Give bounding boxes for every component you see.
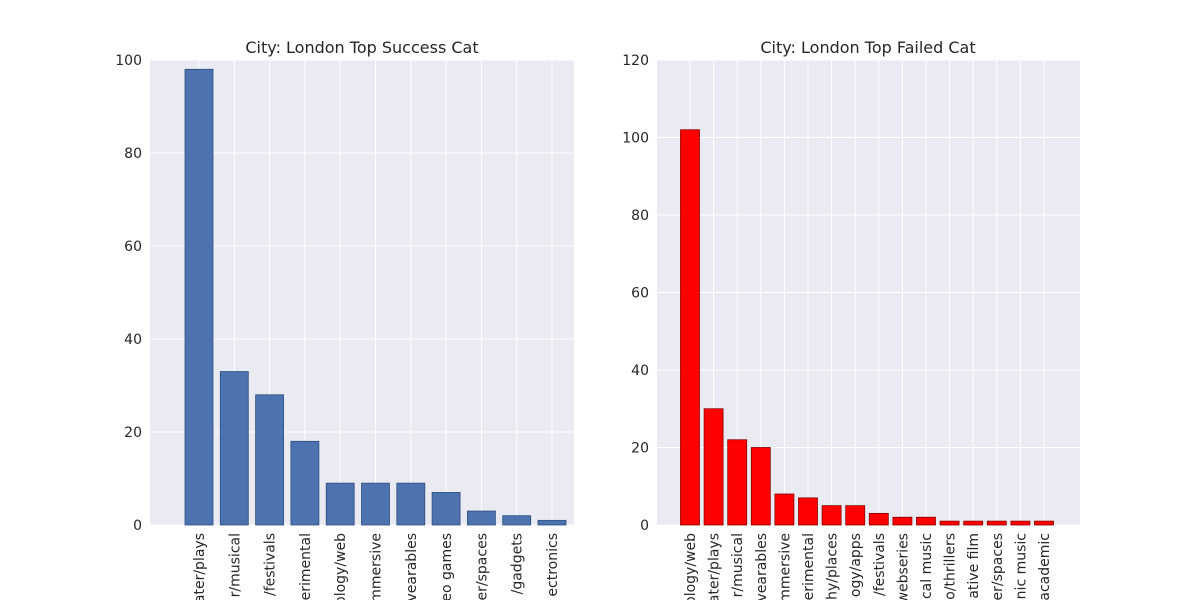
failed-y-tick-label: 0 bbox=[640, 518, 649, 534]
failed-x-tick-label: er/spaces bbox=[990, 533, 1006, 600]
success-bar bbox=[255, 394, 285, 526]
failed-bars bbox=[680, 129, 1054, 526]
failed-bar bbox=[986, 520, 1007, 526]
failed-y-tick-label: 100 bbox=[622, 131, 649, 147]
failed-bar bbox=[868, 512, 889, 526]
failed-x-tick-label: o/thrillers bbox=[943, 533, 959, 600]
success-y-tick-label: 20 bbox=[124, 425, 142, 441]
failed-y-tick-label: 60 bbox=[631, 286, 649, 302]
failed-bar bbox=[1010, 520, 1031, 526]
failed-x-tick-label: vearables bbox=[754, 533, 770, 600]
success-x-tick-label: er/spaces bbox=[474, 533, 490, 600]
success-bar bbox=[184, 68, 214, 526]
success-x-tick-label: erimental bbox=[298, 533, 314, 600]
success-y-tick-label: 100 bbox=[115, 53, 142, 69]
success-y-tick-label: 40 bbox=[124, 332, 142, 348]
failed-x-tick-label: erimental bbox=[801, 533, 817, 600]
success-x-tick-label: eo games bbox=[439, 533, 455, 600]
failed-bar bbox=[916, 516, 936, 526]
failed-bar bbox=[750, 447, 771, 526]
failed-x-tick-label: ology/web bbox=[683, 533, 699, 600]
success-x-tick-label: ology/web bbox=[333, 533, 349, 600]
failed-x-tick-label: webseries bbox=[895, 533, 911, 600]
failed-bar bbox=[774, 493, 795, 526]
failed-x-tick-label: hy/places bbox=[825, 533, 841, 600]
failed-bar bbox=[798, 497, 818, 526]
success-chart-title: City: London Top Success Cat bbox=[245, 38, 478, 57]
success-bar bbox=[219, 371, 249, 526]
success-x-tick-label: ectronics bbox=[545, 533, 561, 597]
failed-bar bbox=[963, 520, 984, 526]
failed-x-tick-label: ogy/apps bbox=[848, 533, 864, 597]
success-bar bbox=[396, 482, 426, 526]
failed-chart-title: City: London Top Failed Cat bbox=[760, 38, 975, 57]
success-bars bbox=[184, 68, 567, 526]
success-grid bbox=[150, 59, 574, 526]
failed-y-tick-label: 40 bbox=[631, 363, 649, 379]
failed-bar bbox=[821, 505, 842, 526]
failed-y-ticks: 0 20 40 60 80 100 120 bbox=[622, 53, 649, 534]
success-y-tick-label: 0 bbox=[133, 518, 142, 534]
success-chart: City: London Top Success Cat 0 20 40 60 80 10… bbox=[115, 38, 574, 600]
success-x-tick-label: /festivals bbox=[263, 533, 279, 596]
failed-y-tick-label: 20 bbox=[631, 441, 649, 457]
failed-bar bbox=[892, 516, 913, 526]
success-bar bbox=[466, 510, 496, 526]
success-bar bbox=[361, 482, 390, 526]
failed-bar bbox=[845, 505, 866, 526]
failed-x-tick-label: nic music bbox=[1013, 533, 1029, 599]
success-bar bbox=[325, 482, 355, 526]
success-x-tick-label: r/musical bbox=[227, 533, 243, 597]
failed-bar bbox=[939, 520, 960, 526]
failed-bar bbox=[1034, 520, 1054, 526]
failed-y-tick-label: 120 bbox=[622, 53, 649, 69]
failed-y-tick-label: 80 bbox=[631, 208, 649, 224]
failed-x-tick-label: ater/plays bbox=[707, 533, 723, 600]
success-y-tick-label: 80 bbox=[124, 146, 142, 162]
success-bar bbox=[537, 519, 567, 526]
failed-x-tick-label: /festivals bbox=[872, 533, 888, 596]
failed-x-ticks: ology/web ater/plays r/musical vearables mme… bbox=[683, 533, 1053, 600]
failed-bar bbox=[680, 129, 700, 526]
failed-x-tick-label: r/musical bbox=[730, 533, 746, 597]
failed-chart: City: London Top Failed Cat 0 20 40 60 80 100… bbox=[622, 38, 1080, 600]
failed-bar bbox=[703, 408, 724, 526]
failed-x-tick-label: mmersive bbox=[777, 533, 793, 600]
success-x-ticks: ater/plays r/musical/festivals erimental ol… bbox=[192, 533, 561, 600]
failed-x-tick-label: ative film bbox=[966, 533, 982, 599]
success-x-tick-label: vearables bbox=[404, 533, 420, 600]
success-x-tick-label: ater/plays bbox=[192, 533, 208, 600]
failed-x-tick-label: cal music bbox=[919, 533, 935, 599]
success-x-tick-label: /gadgets bbox=[510, 533, 526, 594]
success-x-tick-label: mmersive bbox=[369, 533, 385, 600]
failed-bar bbox=[727, 439, 748, 526]
success-bar bbox=[502, 515, 532, 526]
success-bar bbox=[290, 440, 320, 526]
success-y-ticks: 0 20 40 60 80 100 bbox=[115, 53, 142, 534]
failed-x-tick-label: academic bbox=[1037, 533, 1053, 600]
success-plot-area bbox=[150, 60, 574, 525]
success-y-tick-label: 60 bbox=[124, 239, 142, 255]
success-bar bbox=[431, 492, 461, 526]
